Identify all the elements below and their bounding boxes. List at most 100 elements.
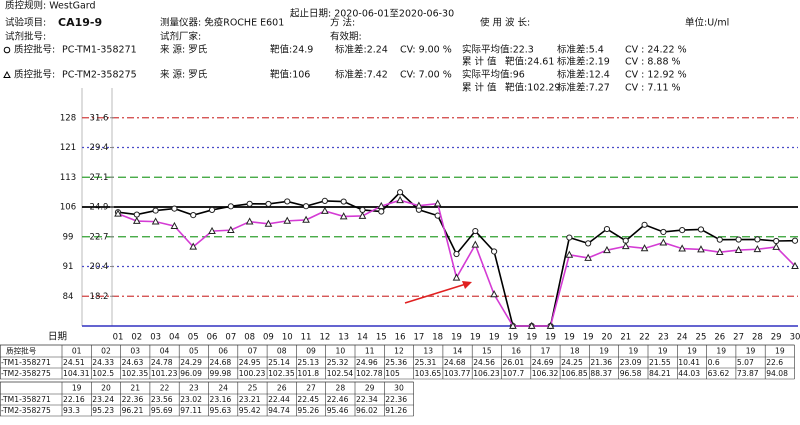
table-value: 24.51 — [63, 358, 85, 367]
y-tick-label: 84 — [63, 292, 74, 302]
table-value: 22.45 — [297, 395, 319, 404]
x-tick-label: 19 — [526, 333, 537, 343]
point — [546, 321, 555, 329]
actual-mean: 实际平均值:22.3 — [462, 44, 534, 56]
point — [170, 221, 179, 230]
arrow-shaft — [404, 283, 467, 304]
point — [132, 216, 141, 224]
point — [603, 245, 611, 254]
point — [321, 197, 328, 204]
table-header-label: 质控批号 — [6, 346, 37, 356]
table-value: 94.74 — [268, 406, 290, 415]
cum-cv: CV : 7.11 % — [625, 83, 681, 94]
table-date: 19 — [687, 347, 697, 356]
table-date: 02 — [101, 347, 111, 356]
point — [114, 209, 122, 217]
cv: CV: 7.00 % — [400, 70, 452, 81]
table-value: 21.36 — [590, 358, 612, 367]
table-date: 10 — [336, 347, 346, 356]
rule: 质控规则: WestGard — [5, 0, 96, 12]
table-value: 22.46 — [327, 395, 349, 404]
table-value: 44.03 — [678, 369, 700, 378]
table-date: 14 — [453, 347, 463, 356]
table-value: 95.63 — [210, 406, 232, 415]
point — [735, 236, 742, 243]
x-tick-label: 19 — [489, 333, 500, 343]
arrow-head — [462, 281, 472, 289]
table-value: 24.68 — [444, 358, 466, 367]
table-date: 27 — [306, 384, 316, 393]
unit: 单位:U/ml — [685, 17, 729, 29]
point — [283, 216, 292, 224]
table-value: 5.07 — [737, 358, 754, 367]
table-date: 19 — [72, 384, 82, 393]
x-tick-label: 09 — [263, 333, 274, 343]
table-value: 102.5 — [92, 369, 114, 378]
point — [246, 200, 253, 207]
point — [491, 248, 498, 255]
point — [641, 221, 648, 228]
table-date: 11 — [365, 347, 375, 356]
point — [772, 242, 781, 250]
point — [509, 321, 517, 329]
table-value: 103.65 — [415, 369, 442, 378]
expiry: 有效期: — [330, 31, 362, 43]
table-value: 24.56 — [473, 358, 495, 367]
sd: 标准差:7.42 — [335, 69, 388, 81]
point — [190, 212, 197, 219]
table-date: 04 — [160, 347, 170, 356]
point — [396, 189, 404, 196]
x-tick-label: 10 — [282, 333, 293, 343]
point — [715, 247, 724, 256]
point — [659, 238, 668, 246]
table-date: 09 — [306, 347, 316, 356]
point — [264, 219, 273, 227]
table-value: 22.34 — [356, 395, 378, 404]
x-tick-label: 12 — [319, 333, 330, 343]
reagent-lot: 试剂批号: — [5, 31, 46, 43]
table-value: 96.58 — [620, 369, 642, 378]
table-value: 23.09 — [620, 358, 642, 367]
cum-label: 累 计 值 — [462, 56, 497, 68]
table-date: 19 — [716, 347, 726, 356]
reagent-maker: 试剂厂家: — [160, 31, 201, 43]
point — [791, 237, 799, 244]
cum-sd: 标准差:2.19 — [557, 56, 610, 68]
target: 靶值:106 — [270, 69, 310, 81]
point — [208, 226, 216, 235]
table-value: 22.44 — [268, 395, 290, 404]
table-value: 24.69 — [532, 358, 554, 367]
x-tick-label: 19 — [508, 333, 519, 343]
table-value: 24.96 — [356, 358, 378, 367]
cum-target: 靶值:24.61 — [505, 56, 554, 68]
table-value: 102.78 — [356, 369, 383, 378]
table-value: 0.6 — [708, 358, 720, 367]
point — [171, 205, 178, 212]
point — [527, 321, 536, 329]
point — [358, 211, 367, 219]
point — [378, 208, 385, 215]
point — [377, 201, 386, 209]
x-tick-label: 04 — [169, 333, 180, 343]
x-tick-label: 08 — [244, 333, 255, 343]
table-date: 29 — [365, 384, 375, 393]
point — [415, 201, 423, 209]
table-value: 95.46 — [327, 406, 349, 415]
table-value: 24.33 — [92, 358, 114, 367]
table-date: 19 — [599, 347, 609, 356]
point — [678, 244, 687, 252]
table-value: 99.98 — [210, 369, 232, 378]
table-value: 24.29 — [180, 358, 202, 367]
point — [340, 198, 347, 205]
table-date: 19 — [629, 347, 639, 356]
legend-marker — [3, 70, 11, 78]
x-tick-label: 23 — [658, 333, 669, 343]
x-tick-label: 22 — [639, 333, 650, 343]
x-tick-label: 19 — [470, 333, 481, 343]
point — [753, 245, 762, 253]
table-date: 07 — [248, 347, 258, 356]
table-value: 100.23 — [239, 369, 266, 378]
source: 来 源: 罗氏 — [160, 70, 208, 81]
